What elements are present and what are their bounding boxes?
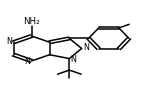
Text: N: N bbox=[6, 37, 12, 46]
Text: N: N bbox=[83, 43, 89, 53]
Text: N: N bbox=[24, 57, 30, 66]
Text: N: N bbox=[70, 55, 76, 64]
Text: NH₂: NH₂ bbox=[23, 17, 40, 26]
